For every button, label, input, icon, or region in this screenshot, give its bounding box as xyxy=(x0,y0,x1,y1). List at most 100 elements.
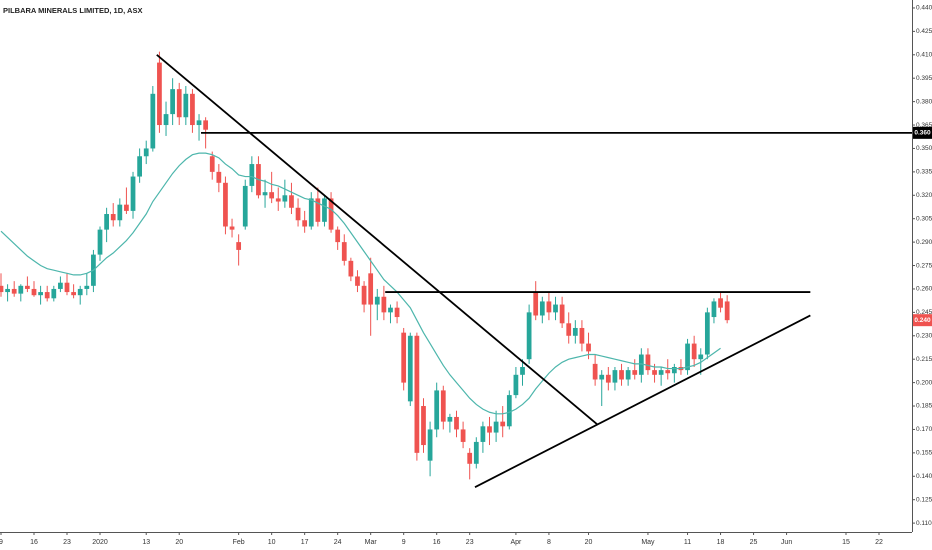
x-tick-label: Jun xyxy=(781,539,792,546)
candle-body xyxy=(110,214,116,221)
candle-body xyxy=(84,285,90,289)
x-tick-label: 2020 xyxy=(92,539,108,546)
candle-body xyxy=(368,273,374,305)
candle-body xyxy=(143,148,149,157)
y-tick-label: 0.365 xyxy=(916,122,932,129)
candle-body xyxy=(190,93,195,126)
x-tick-label: 25 xyxy=(750,539,758,546)
x-tick-label: Feb xyxy=(233,539,245,546)
candle-body xyxy=(163,114,169,126)
y-tick-label: 0.305 xyxy=(916,215,932,222)
y-tick-label: 0.110 xyxy=(916,520,932,527)
candle-body xyxy=(236,242,242,250)
candle-body xyxy=(407,335,413,402)
y-tick-label: 0.230 xyxy=(916,332,932,339)
candle-body xyxy=(150,93,156,149)
candle-body xyxy=(440,390,446,422)
y-tick-label: 0.200 xyxy=(916,379,932,386)
candle-body xyxy=(51,288,57,299)
candle-body xyxy=(388,307,393,313)
y-tick-label: 0.395 xyxy=(916,75,932,82)
y-tick-label: 0.185 xyxy=(916,403,932,410)
candle-body xyxy=(361,285,367,305)
candle-body xyxy=(322,198,327,222)
x-tick-label: May xyxy=(641,539,655,546)
candle-body xyxy=(302,220,308,227)
candle-body xyxy=(487,426,492,433)
y-tick-label: 0.125 xyxy=(916,496,932,503)
candle-body xyxy=(553,304,558,313)
y-tick-label: 0.170 xyxy=(916,426,932,433)
candle-body xyxy=(480,426,486,442)
candle-body xyxy=(632,370,638,375)
candle-body xyxy=(130,176,136,211)
y-tick-label: 0.245 xyxy=(916,309,932,316)
candle-body xyxy=(31,288,37,296)
candle-body xyxy=(58,282,63,289)
y-tick-label: 0.320 xyxy=(916,192,932,199)
candle-body xyxy=(605,374,611,383)
candle-body xyxy=(229,226,235,230)
candle-body xyxy=(711,301,717,318)
candle-body xyxy=(170,89,176,115)
candle-body xyxy=(209,156,215,172)
y-tick-label: 0.260 xyxy=(916,286,932,293)
candle-body xyxy=(77,288,83,296)
candle-body xyxy=(203,120,209,130)
x-tick-label: 9 xyxy=(0,539,3,546)
candle-body xyxy=(473,441,479,464)
candle-body xyxy=(374,296,380,305)
candle-body xyxy=(533,292,539,316)
candle-body xyxy=(526,312,532,360)
candle-body xyxy=(520,366,525,375)
candle-body xyxy=(38,292,43,296)
x-tick-label: 16 xyxy=(30,539,38,546)
candle-body xyxy=(566,323,572,336)
x-tick-label: 23 xyxy=(63,539,71,546)
moving-average xyxy=(0,152,721,415)
candle-body xyxy=(335,229,341,243)
candle-body xyxy=(539,301,545,316)
x-tick-label: 10 xyxy=(268,539,276,546)
candle-body xyxy=(262,192,268,196)
candle-body xyxy=(18,285,24,294)
candle-body xyxy=(671,366,677,374)
candle-body xyxy=(421,406,426,446)
candle-body xyxy=(718,298,723,308)
candle-body xyxy=(11,288,17,294)
candle-body xyxy=(586,343,591,352)
y-tick-label: 0.440 xyxy=(916,5,932,12)
candle-body xyxy=(269,192,275,199)
candle-body xyxy=(454,416,459,430)
candle-body xyxy=(25,285,30,289)
candle-body xyxy=(447,416,453,422)
candle-body xyxy=(500,421,506,427)
price-label: 0.360 xyxy=(914,130,931,137)
candle-body xyxy=(242,185,248,227)
candle-body xyxy=(295,207,301,221)
candle-body xyxy=(724,301,730,321)
x-tick-label: 20 xyxy=(585,539,593,546)
candle-body xyxy=(196,120,202,126)
candle-body xyxy=(0,285,4,293)
y-tick-label: 0.215 xyxy=(916,356,932,363)
x-tick-label: 16 xyxy=(433,539,441,546)
candle-body xyxy=(638,354,644,375)
y-tick-label: 0.380 xyxy=(916,98,932,105)
candle-body xyxy=(249,164,255,186)
candle-body xyxy=(559,304,565,324)
candle-body xyxy=(355,276,360,286)
x-tick-label: 18 xyxy=(717,539,725,546)
candle-body xyxy=(275,198,281,202)
candle-body xyxy=(506,395,512,427)
trend-line xyxy=(156,54,599,426)
x-tick-label: 8 xyxy=(547,539,551,546)
candle-body xyxy=(658,370,664,375)
candle-body xyxy=(493,421,499,433)
candle-body xyxy=(157,62,162,126)
candle-body xyxy=(223,182,228,227)
candle-body xyxy=(44,292,50,299)
y-tick-label: 0.155 xyxy=(916,450,932,457)
candle-body xyxy=(282,195,288,202)
candle-body xyxy=(5,288,10,293)
